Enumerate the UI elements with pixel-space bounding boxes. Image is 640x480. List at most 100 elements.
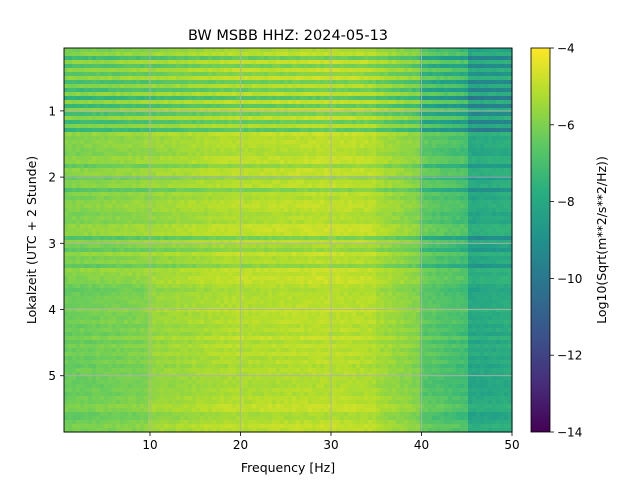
heatmap-cell [412,144,417,149]
heatmap-cell [436,212,441,217]
heatmap-cell [312,120,317,125]
heatmap-cell [264,208,269,213]
heatmap-cell [92,52,97,57]
heatmap-cell [356,80,361,85]
heatmap-cell [72,188,77,193]
heatmap-cell [124,208,129,213]
heatmap-cell [212,172,217,177]
heatmap-cell [260,80,265,85]
heatmap-cell [328,140,333,145]
heatmap-cell [448,64,453,69]
heatmap-cell [312,188,317,193]
heatmap-cell [232,104,237,109]
heatmap-cell [508,72,513,77]
heatmap-cell [172,160,177,165]
heatmap-cell [200,180,205,185]
heatmap-cell [124,212,129,217]
heatmap-cell [188,84,193,89]
heatmap-cell [176,200,181,205]
heatmap-cell [244,224,249,229]
heatmap-cell [352,144,357,149]
heatmap-cell [248,84,253,89]
heatmap-cell [284,156,289,161]
heatmap-cell [304,136,309,141]
heatmap-cell [280,48,285,53]
heatmap-cell [64,152,69,157]
heatmap-cell [88,84,93,89]
heatmap-cell [500,68,505,73]
heatmap-cell [224,212,229,217]
heatmap-cell [392,200,397,205]
heatmap-cell [316,136,321,141]
heatmap-cell [268,112,273,117]
heatmap-cell [72,84,77,89]
heatmap-cell [488,56,493,61]
heatmap-cell [100,48,105,53]
heatmap-cell [244,216,249,221]
heatmap-cell [152,100,157,105]
heatmap-cell [240,184,245,189]
heatmap-cell [464,148,469,153]
heatmap-cell [492,76,497,81]
heatmap-cell [368,212,373,217]
heatmap-cell [96,84,101,89]
heatmap-cell [164,88,169,93]
heatmap-cell [160,212,165,217]
heatmap-cell [96,60,101,65]
heatmap-cell [364,212,369,217]
heatmap-cell [316,48,321,53]
heatmap-cell [380,60,385,65]
heatmap-cell [264,112,269,117]
heatmap-cell [84,56,89,61]
heatmap-cell [480,84,485,89]
heatmap-cell [280,212,285,217]
heatmap-cell [168,156,173,161]
heatmap-cell [96,52,101,57]
heatmap-cell [180,60,185,65]
heatmap-cell [320,84,325,89]
heatmap-cell [172,152,177,157]
heatmap-cell [416,132,421,137]
heatmap-cell [228,172,233,177]
heatmap-cell [232,220,237,225]
heatmap-cell [412,72,417,77]
heatmap-cell [168,168,173,173]
heatmap-cell [140,140,145,145]
heatmap-cell [120,84,125,89]
heatmap-cell [260,116,265,121]
heatmap-cell [448,164,453,169]
heatmap-cell [324,60,329,65]
heatmap-cell [216,216,221,221]
heatmap-cell [128,188,133,193]
heatmap-cell [236,52,241,57]
heatmap-cell [432,192,437,197]
heatmap-cell [244,152,249,157]
heatmap-cell [300,212,305,217]
heatmap-cell [176,140,181,145]
heatmap-cell [340,156,345,161]
heatmap-cell [344,208,349,213]
heatmap-cell [200,168,205,173]
heatmap-cell [92,188,97,193]
heatmap-cell [432,132,437,137]
heatmap-cell [392,140,397,145]
heatmap-cell [164,56,169,61]
heatmap-cell [488,144,493,149]
heatmap-cell [420,88,425,93]
heatmap-cell [492,96,497,101]
heatmap-cell [388,48,393,53]
heatmap-cell [408,192,413,197]
heatmap-cell [316,160,321,165]
heatmap-cell [332,188,337,193]
heatmap-cell [444,160,449,165]
heatmap-cell [220,160,225,165]
heatmap-cell [368,116,373,121]
heatmap-cell [444,200,449,205]
heatmap-cell [84,140,89,145]
heatmap-cell [92,96,97,101]
heatmap-cell [268,208,273,213]
heatmap-cell [440,132,445,137]
heatmap-cell [124,152,129,157]
heatmap-cell [264,148,269,153]
heatmap-cell [280,52,285,57]
